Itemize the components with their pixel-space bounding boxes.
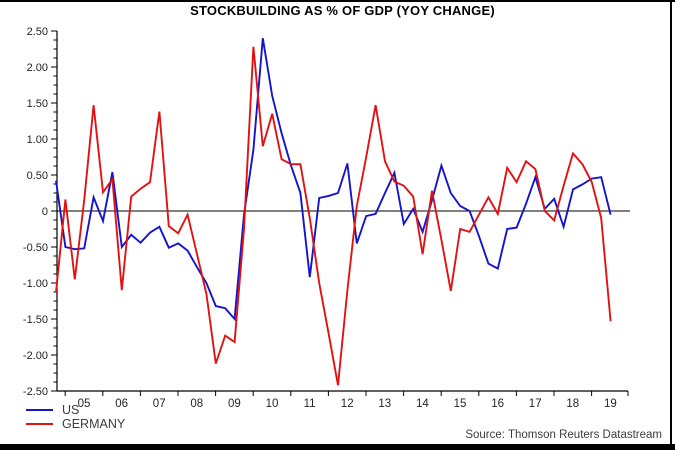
y-tick-label: -1.00 — [23, 278, 48, 290]
x-tick-label: 07 — [153, 398, 166, 410]
top-border — [0, 0, 675, 2]
bottom-border — [0, 444, 675, 450]
x-tick-label: 10 — [266, 398, 279, 410]
x-tick-label: 12 — [341, 398, 354, 410]
us-series-line — [55, 38, 612, 322]
y-tick-label: -0.50 — [23, 242, 48, 254]
x-tick-label: 05 — [78, 398, 91, 410]
legend-label-germany: GERMANY — [62, 417, 126, 431]
x-tick-label: 11 — [304, 398, 316, 410]
legend-label-us: US — [62, 403, 80, 417]
germany-line-swatch — [26, 423, 53, 425]
x-tick-label: 09 — [228, 398, 241, 410]
y-tick-label: 0.50 — [27, 170, 48, 182]
x-tick-label: 06 — [115, 398, 128, 410]
y-tick-label: 0 — [42, 206, 48, 218]
legend-item-us: US — [26, 403, 125, 417]
germany-series-line — [55, 46, 612, 386]
y-tick-label: 2.50 — [27, 26, 48, 38]
x-tick-label: 14 — [416, 398, 429, 410]
x-tick-label: 13 — [378, 398, 391, 410]
y-tick-label: 1.00 — [27, 134, 48, 146]
us-line-swatch — [26, 409, 53, 411]
y-tick-label: -2.00 — [23, 350, 48, 362]
x-tick-label: 16 — [491, 398, 504, 410]
y-tick-label: 2.00 — [27, 62, 48, 74]
x-tick-label: 15 — [454, 398, 467, 410]
y-tick-label: -2.50 — [23, 386, 48, 398]
x-tick-label: 08 — [190, 398, 203, 410]
right-border — [670, 0, 672, 444]
chart-legend: US GERMANY — [26, 403, 125, 431]
x-tick-label: 18 — [566, 398, 579, 410]
x-tick-label: 19 — [604, 398, 617, 410]
source-attribution: Source: Thomson Reuters Datastream — [465, 429, 662, 441]
legend-item-germany: GERMANY — [26, 417, 125, 431]
y-tick-label: 1.50 — [27, 98, 48, 110]
y-tick-label: -1.50 — [23, 314, 48, 326]
x-tick-label: 17 — [529, 398, 542, 410]
chart-title: STOCKBUILDING AS % OF GDP (YOY CHANGE) — [190, 3, 495, 18]
